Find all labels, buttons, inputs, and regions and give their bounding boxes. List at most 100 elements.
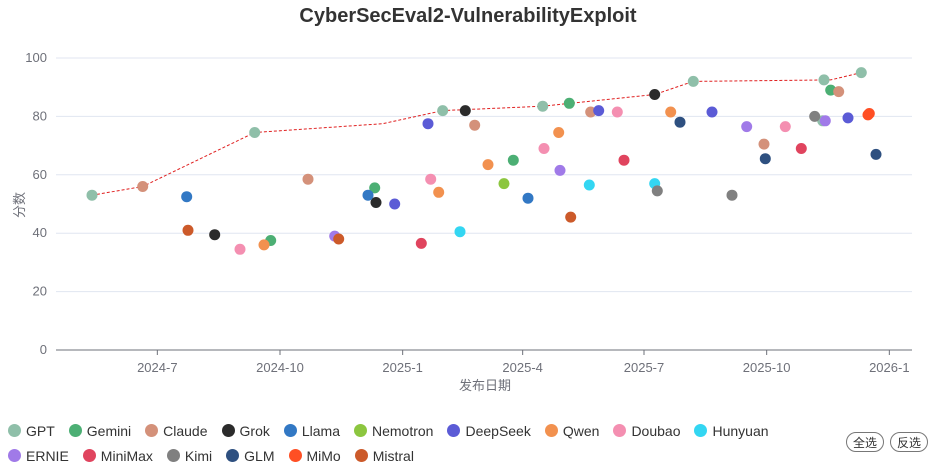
point-deepseek xyxy=(389,198,401,210)
point-deepseek xyxy=(842,112,854,124)
legend-label: Nemotron xyxy=(372,422,434,439)
legend-item-minimax[interactable]: MiniMax xyxy=(82,443,153,468)
point-grok xyxy=(209,229,221,241)
point-gemini xyxy=(563,97,575,109)
point-qwen xyxy=(553,127,565,138)
point-llama xyxy=(522,192,534,204)
legend-label: Kimi xyxy=(184,447,213,464)
legend-label: Mistral xyxy=(372,447,414,464)
point-doubao xyxy=(779,121,791,133)
legend-label: MiniMax xyxy=(100,447,153,464)
point-doubao xyxy=(611,106,623,118)
legend-label: Hunyuan xyxy=(712,422,769,439)
legend-marker xyxy=(694,424,708,437)
y-axis-ticks: 0 20 40 60 80 100 xyxy=(25,50,47,357)
point-doubao xyxy=(538,143,550,154)
legend-marker xyxy=(447,424,461,437)
legend-marker xyxy=(82,449,96,462)
point-minimax xyxy=(795,143,807,154)
point-gpt xyxy=(537,100,549,112)
legend-item-hunyuan[interactable]: Hunyuan xyxy=(694,418,769,443)
point-gpt xyxy=(855,67,867,79)
point-qwen xyxy=(665,106,677,118)
legend-marker xyxy=(354,424,367,437)
point-gpt xyxy=(86,189,98,201)
point-ernie xyxy=(741,121,753,133)
legend-label: Qwen xyxy=(562,422,600,439)
legend-label: Claude xyxy=(163,422,208,439)
legend-marker xyxy=(8,424,21,437)
grid-lines xyxy=(56,57,912,293)
point-glm xyxy=(674,116,686,128)
legend-marker xyxy=(221,424,235,437)
legend-marker xyxy=(68,424,82,437)
legend-marker xyxy=(8,449,21,462)
legend-item-doubao[interactable]: Doubao xyxy=(613,418,680,443)
legend-item-ernie[interactable]: ERNIE xyxy=(8,443,69,468)
point-grok xyxy=(459,105,471,117)
point-glm xyxy=(759,153,771,165)
point-mistral xyxy=(565,211,577,223)
legend-item-claude[interactable]: Claude xyxy=(145,418,208,443)
y-tick-label: 60 xyxy=(33,167,47,182)
legend-item-kimi[interactable]: Kimi xyxy=(166,443,213,468)
point-llama xyxy=(181,191,193,203)
legend-label: Gemini xyxy=(86,422,132,439)
legend-item-mimo[interactable]: MiMo xyxy=(288,443,341,468)
y-tick-label: 40 xyxy=(33,225,47,240)
legend-label: Doubao xyxy=(631,422,681,439)
point-grok xyxy=(649,89,661,100)
invert-selection-button[interactable]: 反选 xyxy=(890,432,929,452)
point-kimi xyxy=(726,189,738,201)
point-mimo xyxy=(862,109,874,121)
legend-item-deepseek[interactable]: DeepSeek xyxy=(447,418,531,443)
x-tick-label: 2025-10 xyxy=(743,360,791,375)
point-doubao xyxy=(425,173,437,185)
point-ernie xyxy=(554,164,566,176)
y-tick-label: 0 xyxy=(40,342,47,357)
point-kimi xyxy=(651,185,663,197)
point-claude xyxy=(758,138,770,150)
select-all-button[interactable]: 全选 xyxy=(846,432,885,452)
point-mistral xyxy=(333,233,345,245)
legend-item-glm[interactable]: GLM xyxy=(226,443,275,468)
x-tick-label: 2024-10 xyxy=(256,360,304,375)
point-ernie xyxy=(819,115,831,127)
legend-item-mistral[interactable]: Mistral xyxy=(354,443,414,468)
data-points xyxy=(86,67,882,255)
legend-label: GPT xyxy=(26,422,55,439)
legend-marker xyxy=(226,449,240,462)
chart-title: CyberSecEval2-VulnerabilityExploit xyxy=(299,5,636,27)
legend-marker xyxy=(544,424,558,437)
legend-item-qwen[interactable]: Qwen xyxy=(544,418,600,443)
y-tick-label: 80 xyxy=(33,108,47,123)
x-axis: 2024-7 2024-10 2025-1 2025-4 2025-7 2025-10 20… xyxy=(56,349,912,375)
y-tick-label: 100 xyxy=(25,50,47,65)
legend-marker xyxy=(283,424,297,437)
point-kimi xyxy=(809,110,821,122)
legend-label: DeepSeek xyxy=(465,422,531,439)
legend-item-gemini[interactable]: Gemini xyxy=(68,418,132,443)
point-deepseek xyxy=(593,105,605,117)
legend-item-grok[interactable]: Grok xyxy=(221,418,270,443)
legend-marker xyxy=(145,424,159,437)
point-mistral xyxy=(182,224,194,236)
legend-label: Grok xyxy=(239,422,270,439)
point-deepseek xyxy=(706,106,718,118)
point-nemotron xyxy=(498,178,510,190)
y-axis-title: 分数 xyxy=(12,192,27,218)
legend: GPT Gemini Claude Grok Llama Nemotron DeepSeek… xyxy=(8,418,848,468)
legend-label: GLM xyxy=(244,447,275,464)
point-glm xyxy=(870,148,882,160)
point-qwen xyxy=(482,159,494,171)
point-gemini xyxy=(507,154,519,166)
point-claude xyxy=(833,86,845,98)
legend-item-nemotron[interactable]: Nemotron xyxy=(354,418,433,443)
legend-item-gpt[interactable]: GPT xyxy=(8,418,55,443)
point-qwen xyxy=(433,186,445,198)
legend-marker xyxy=(166,449,180,462)
legend-item-llama[interactable]: Llama xyxy=(283,418,340,443)
x-tick-label: 2025-4 xyxy=(502,360,542,375)
x-tick-label: 2025-1 xyxy=(382,360,422,375)
